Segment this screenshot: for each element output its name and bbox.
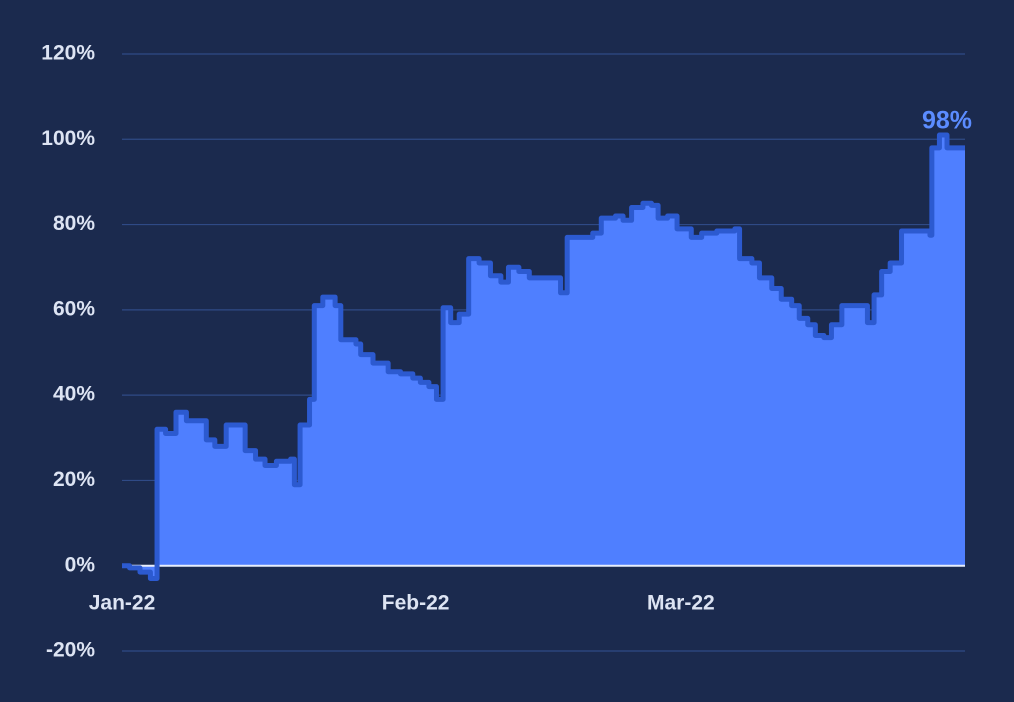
x-tick-label: Mar-22 (647, 592, 715, 615)
y-tick-label: 40% (53, 383, 95, 406)
x-tick-label: Feb-22 (382, 592, 450, 615)
y-tick-label: 100% (41, 127, 95, 150)
y-tick-label: 0% (65, 553, 96, 576)
y-tick-label: 20% (53, 468, 95, 491)
x-tick-label: Jan-22 (89, 592, 156, 615)
y-tick-label: 80% (53, 212, 95, 235)
y-tick-label: 60% (53, 297, 95, 320)
area (122, 135, 965, 579)
value-label: 98% (922, 106, 972, 134)
y-tick-label: -20% (46, 639, 95, 662)
y-tick-label: 120% (41, 42, 95, 65)
line (122, 132, 965, 582)
